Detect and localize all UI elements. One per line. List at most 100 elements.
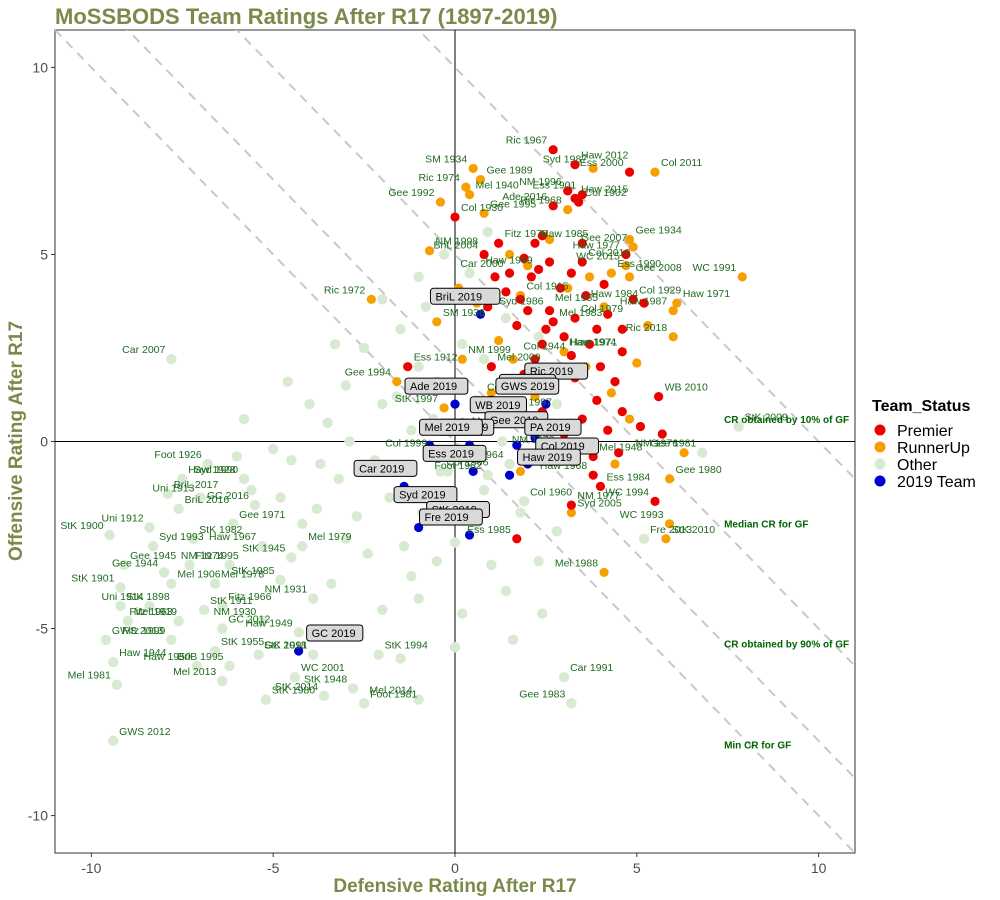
point-label: Haw 1971 bbox=[683, 288, 730, 300]
data-point-other bbox=[566, 698, 577, 709]
data-point-premier bbox=[512, 320, 522, 331]
data-point-other bbox=[304, 398, 315, 410]
point-label: Gee 2008 bbox=[636, 262, 682, 274]
point-label: Haw 1967 bbox=[209, 531, 256, 543]
data-point-other bbox=[533, 331, 544, 342]
data-point-runnerup bbox=[559, 347, 569, 357]
data-point-other bbox=[384, 492, 395, 503]
point-label: Ric 1967 bbox=[506, 135, 548, 147]
point-label: Mel 1955 bbox=[555, 292, 598, 304]
data-point-other bbox=[297, 541, 308, 552]
data-point-premier bbox=[595, 481, 606, 491]
data-point-premier bbox=[515, 294, 526, 304]
point-label: StK 1898 bbox=[126, 591, 169, 603]
point-label: Ess 1990 bbox=[617, 258, 661, 270]
data-point-runnerup bbox=[515, 466, 526, 477]
data-point-runnerup bbox=[624, 234, 635, 245]
x-axis-title: Defensive Rating After R17 bbox=[333, 876, 576, 897]
data-point-runnerup bbox=[486, 388, 496, 398]
point-label: Ess 1985 bbox=[467, 524, 511, 536]
data-point-other bbox=[286, 552, 297, 563]
data-point-premier bbox=[577, 190, 587, 200]
data-point-runnerup bbox=[366, 294, 376, 304]
reference-line-label: Min CR for GF bbox=[724, 740, 791, 751]
point-label: StK 1948 bbox=[304, 673, 347, 685]
data-point-other bbox=[329, 339, 341, 350]
point-label: Mel 1978 bbox=[221, 569, 264, 581]
team-2019-label: Ade 2019 bbox=[404, 377, 469, 395]
data-point-premier bbox=[617, 406, 627, 417]
data-point-premier bbox=[523, 305, 533, 316]
data-point-premier bbox=[548, 201, 558, 211]
data-point-other bbox=[347, 683, 359, 694]
data-point-premier bbox=[519, 253, 529, 263]
data-point-other bbox=[377, 398, 388, 410]
data-point-other bbox=[202, 458, 213, 470]
data-point-other bbox=[311, 503, 323, 515]
point-label: Car 1991 bbox=[570, 662, 613, 674]
data-point-premier bbox=[650, 496, 660, 506]
team-2019-label: Fre 2019 bbox=[419, 508, 483, 526]
data-point-other bbox=[500, 585, 512, 597]
point-label: Haw 2012 bbox=[581, 150, 628, 162]
data-point-premier bbox=[628, 294, 638, 304]
data-point-2019-team bbox=[504, 470, 515, 480]
data-point-other bbox=[500, 312, 512, 324]
data-point-other bbox=[177, 473, 188, 485]
team-2019-label: Haw 2019 bbox=[517, 448, 581, 466]
data-point-other bbox=[326, 578, 337, 589]
data-point-other bbox=[442, 466, 453, 477]
data-point-premier bbox=[494, 238, 504, 248]
point-label: Mel 1983 bbox=[559, 307, 602, 319]
data-point-premier bbox=[617, 347, 627, 357]
data-point-other bbox=[449, 642, 461, 653]
data-point-other bbox=[111, 679, 123, 690]
point-label: Col 1999 bbox=[385, 438, 427, 450]
point-label: NM 1996 bbox=[519, 176, 562, 188]
point-label: Ric 1974 bbox=[418, 172, 460, 184]
point-label: StK 1955 bbox=[221, 636, 264, 648]
point-label: Mel 1981 bbox=[68, 670, 111, 682]
data-point-runnerup bbox=[392, 377, 402, 387]
data-point-premier bbox=[537, 339, 547, 349]
data-point-premier bbox=[592, 395, 602, 405]
label-box bbox=[419, 418, 483, 436]
data-point-other bbox=[260, 694, 272, 705]
point-label: NM 1976 bbox=[635, 438, 678, 450]
data-point-other bbox=[231, 451, 243, 462]
data-point-runnerup bbox=[621, 261, 631, 271]
data-point-premier bbox=[621, 249, 631, 260]
data-point-runnerup bbox=[650, 167, 660, 177]
point-label: NM 1931 bbox=[265, 584, 308, 596]
point-label: Mel 1988 bbox=[555, 557, 598, 569]
data-point-other bbox=[464, 267, 475, 279]
data-point-other bbox=[209, 578, 221, 589]
point-label: Gee 1980 bbox=[676, 464, 722, 476]
team-2019-label: Mel 2019 bbox=[419, 418, 483, 436]
data-point-premier bbox=[479, 249, 489, 260]
label-text: Mel 2019 bbox=[425, 422, 470, 434]
point-label: Foot 1926 bbox=[154, 449, 201, 461]
data-point-other bbox=[395, 324, 406, 335]
data-point-other bbox=[515, 507, 526, 518]
label-text: Ess 2019 bbox=[428, 448, 474, 460]
point-label: Col 2011 bbox=[661, 157, 702, 169]
point-label: Ess 1912 bbox=[414, 352, 458, 364]
data-point-runnerup bbox=[523, 261, 533, 271]
point-label: Foot 1962 bbox=[434, 460, 481, 472]
series-runnerup bbox=[366, 163, 747, 578]
point-label: Fitz 1995 bbox=[196, 550, 239, 562]
data-point-other bbox=[249, 499, 261, 511]
point-label: GC 2016 bbox=[207, 490, 249, 502]
data-point-runnerup bbox=[661, 534, 671, 544]
data-point-other bbox=[533, 556, 544, 567]
legend-swatch-runnerup bbox=[874, 441, 886, 453]
data-point-other bbox=[362, 548, 373, 559]
data-point-premier bbox=[544, 305, 555, 316]
data-point-other bbox=[297, 518, 308, 529]
x-tick-label: -10 bbox=[81, 860, 101, 876]
point-label: Gee 2007 bbox=[581, 232, 627, 244]
data-point-other bbox=[482, 469, 493, 481]
